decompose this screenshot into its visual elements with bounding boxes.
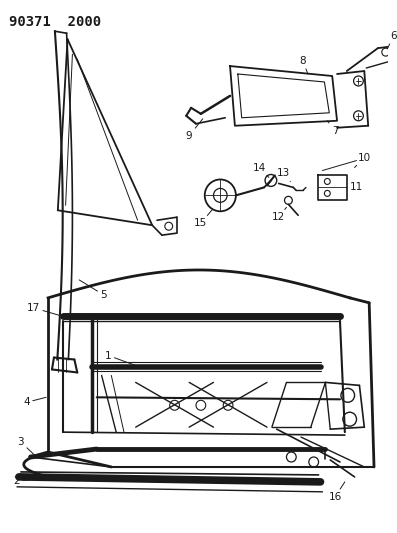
Text: 1: 1 <box>105 351 136 366</box>
Text: 12: 12 <box>272 207 287 222</box>
Text: 5: 5 <box>79 280 107 300</box>
Text: 2: 2 <box>13 476 29 486</box>
Text: 13: 13 <box>277 168 290 181</box>
Text: 11: 11 <box>347 182 363 192</box>
Text: 17: 17 <box>27 303 67 318</box>
Text: 14: 14 <box>252 163 269 177</box>
Text: 4: 4 <box>23 397 46 407</box>
Text: 90371  2000: 90371 2000 <box>9 15 101 29</box>
Text: 15: 15 <box>194 209 212 228</box>
Text: 6: 6 <box>387 31 397 48</box>
Text: 8: 8 <box>300 56 308 74</box>
Text: 10: 10 <box>355 152 371 167</box>
Text: 16: 16 <box>328 482 345 502</box>
Text: 7: 7 <box>327 121 338 136</box>
Text: 3: 3 <box>17 437 33 454</box>
Text: 9: 9 <box>186 119 203 141</box>
